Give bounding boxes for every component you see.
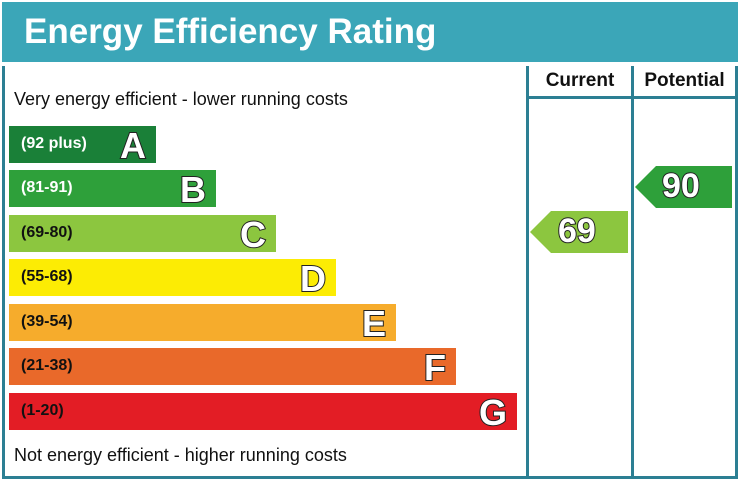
band-letter: A (119, 124, 147, 167)
divider-current (526, 66, 529, 478)
column-header-current: Current (545, 70, 615, 91)
header-bar: Energy Efficiency Rating (2, 2, 738, 62)
potential-rating-arrow: 90 (635, 166, 732, 208)
current-rating-arrow: 69 (530, 211, 628, 253)
frame-left (2, 66, 5, 478)
arrow-shape-icon (530, 211, 628, 253)
band-d: (55-68) D (9, 257, 336, 300)
frame-right (735, 66, 738, 478)
current-rating-value: 69 (557, 211, 597, 251)
band-e: (39-54) E (9, 302, 396, 345)
band-g: (1-20) G (9, 391, 517, 434)
band-f: (21-38) F (9, 346, 456, 389)
band-letter: G (478, 391, 508, 434)
arrow-shape-icon (635, 166, 732, 208)
band-range: (1-20) (21, 402, 64, 419)
note-efficient: Very energy efficient - lower running co… (14, 89, 348, 109)
band-range: (39-54) (21, 313, 73, 330)
band-range: (55-68) (21, 268, 73, 285)
band-letter: C (239, 213, 267, 256)
band-range: (92 plus) (21, 135, 87, 152)
band-a: (92 plus) A (9, 124, 156, 167)
divider-potential (631, 66, 634, 478)
frame-bottom (2, 476, 738, 479)
band-letter: D (299, 257, 327, 300)
band-letter: B (179, 168, 207, 211)
chart-title: Energy Efficiency Rating (24, 12, 437, 51)
column-header-potential: Potential (644, 70, 725, 91)
potential-rating-value: 90 (661, 166, 701, 206)
band-letter: F (423, 346, 447, 389)
note-inefficient: Not energy efficient - higher running co… (14, 445, 347, 465)
column-header-divider (526, 96, 738, 99)
band-b: (81-91) B (9, 168, 216, 211)
band-range: (69-80) (21, 224, 73, 241)
band-range: (81-91) (21, 179, 73, 196)
band-range: (21-38) (21, 357, 73, 374)
band-letter: E (361, 302, 387, 345)
band-c: (69-80) C (9, 213, 276, 256)
